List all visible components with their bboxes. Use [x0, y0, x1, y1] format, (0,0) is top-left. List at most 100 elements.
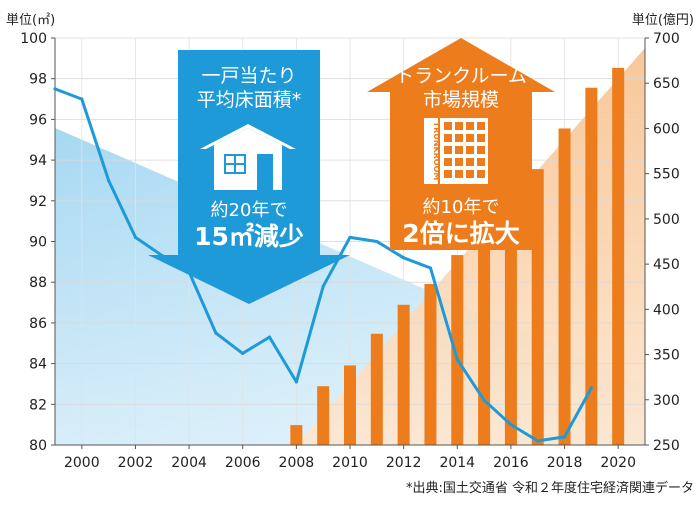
house-window-pane: [226, 165, 234, 172]
x-axis-tick-label: 2000: [64, 455, 100, 471]
right-axis-tick-label: 550: [653, 167, 680, 183]
bar-trunk-room-2009: [317, 386, 330, 445]
bar-trunk-room-2019: [585, 87, 598, 445]
line-point-floor-area-2008: [294, 380, 298, 384]
building-window: [455, 170, 463, 178]
building-window: [477, 134, 485, 142]
line-point-floor-area-1999: [53, 87, 57, 91]
line-point-floor-area-2014: [455, 357, 459, 362]
x-axis-tick-label: 2014: [439, 455, 475, 471]
bar-trunk-room-2008: [290, 425, 303, 445]
line-point-floor-area-2016: [509, 423, 513, 427]
building-window: [466, 122, 474, 130]
right-axis-tick-label: 700: [653, 31, 680, 47]
line-point-floor-area-2002: [133, 235, 138, 240]
right-axis-tick-label: 500: [653, 212, 680, 228]
left-axis-unit: 単位(㎡): [6, 12, 55, 28]
x-axis-tick-label: 2002: [118, 455, 154, 471]
building-window: [444, 158, 452, 166]
left-axis-tick-label: 98: [29, 72, 47, 88]
line-point-floor-area-2015: [482, 398, 486, 402]
left-axis-tick-label: 82: [29, 397, 47, 413]
bar-trunk-room-2013: [424, 284, 437, 445]
building-window: [444, 122, 452, 130]
right-axis-tick-label: 450: [653, 257, 680, 273]
callout-trunk-room-title: トランクルーム: [395, 65, 527, 87]
building-window: [444, 134, 452, 142]
callout-floor-area-main: 15㎡減少: [194, 222, 304, 251]
building-window: [466, 134, 474, 142]
x-axis-tick-label: 2020: [600, 455, 636, 471]
bar-trunk-room-2020: [612, 67, 625, 445]
line-point-floor-area-2006: [241, 351, 245, 356]
x-axis-tick-label: 2006: [225, 455, 261, 471]
right-axis-unit: 単位(億円): [632, 12, 694, 28]
left-axis-tick-label: 90: [29, 235, 47, 251]
house-window-pane: [236, 165, 244, 172]
callout-floor-area-title: 一戸当たり: [201, 65, 296, 87]
building-window: [455, 146, 463, 154]
x-axis-tick-label: 2010: [332, 455, 368, 471]
building-window: [455, 134, 463, 142]
callout-trunk-room-prefix: 約10年で: [423, 197, 500, 218]
bar-trunk-room-2015: [478, 247, 491, 445]
building-window: [455, 122, 463, 130]
callout-trunk-room-title: 市場規模: [423, 89, 499, 111]
right-axis-tick-label: 350: [653, 348, 680, 364]
house-door: [257, 154, 273, 190]
line-point-floor-area-2009: [321, 284, 325, 288]
storage-building-icon: TRUNKROOM: [424, 118, 488, 184]
bar-trunk-room-2014: [451, 255, 464, 445]
building-window: [477, 122, 485, 130]
building-window: [477, 146, 485, 154]
building-window: [444, 146, 452, 154]
right-axis-tick-label: 250: [653, 438, 680, 454]
house-icon: [200, 124, 296, 190]
x-axis-tick-label: 2016: [493, 455, 529, 471]
building-window: [466, 158, 474, 166]
bar-trunk-room-2010: [344, 365, 356, 445]
x-axis-tick-label: 2004: [171, 455, 207, 471]
left-axis-tick-label: 84: [29, 357, 47, 373]
bar-trunk-room-2017: [531, 169, 544, 445]
house-window-pane: [226, 156, 234, 163]
house-window-pane: [236, 156, 244, 163]
bar-trunk-room-2018: [558, 128, 571, 445]
right-axis-tick-label: 650: [653, 76, 680, 92]
line-point-floor-area-2001: [107, 178, 111, 183]
x-axis-tick-label: 2018: [547, 455, 583, 471]
bar-trunk-room-2016: [504, 243, 517, 445]
callout-floor-area-title: 平均床面積*: [197, 89, 302, 111]
left-axis-tick-label: 92: [29, 194, 47, 210]
line-point-floor-area-2007: [267, 335, 272, 339]
line-point-floor-area-2017: [536, 439, 540, 443]
right-axis-tick-label: 400: [653, 302, 680, 318]
left-axis-tick-label: 80: [29, 438, 47, 454]
line-point-floor-area-2011: [375, 239, 379, 244]
line-point-floor-area-2010: [348, 235, 352, 240]
left-axis-tick-label: 94: [29, 153, 47, 169]
left-axis-tick-label: 96: [29, 112, 47, 128]
building-window: [455, 158, 463, 166]
building-sign: [424, 118, 438, 184]
building-window: [477, 158, 485, 166]
building-window: [477, 170, 485, 178]
callout-trunk-room-main: 2倍に拡大: [402, 219, 519, 248]
house-roof: [200, 124, 296, 149]
line-point-floor-area-2019: [589, 386, 593, 390]
line-point-floor-area-2018: [562, 435, 567, 439]
bar-trunk-room-2011: [370, 333, 383, 445]
callout-floor-area-prefix: 約20年で: [211, 200, 288, 221]
left-axis-tick-label: 86: [29, 316, 47, 332]
left-axis-tick-label: 100: [20, 31, 47, 47]
source-note: *出典:国土交通省 令和２年度住宅経済関連データ: [406, 480, 694, 496]
left-axis-tick-label: 88: [29, 275, 47, 291]
right-axis-tick-label: 600: [653, 121, 680, 137]
building-window: [444, 170, 452, 178]
line-point-floor-area-2012: [402, 256, 406, 260]
building-window: [466, 170, 474, 178]
